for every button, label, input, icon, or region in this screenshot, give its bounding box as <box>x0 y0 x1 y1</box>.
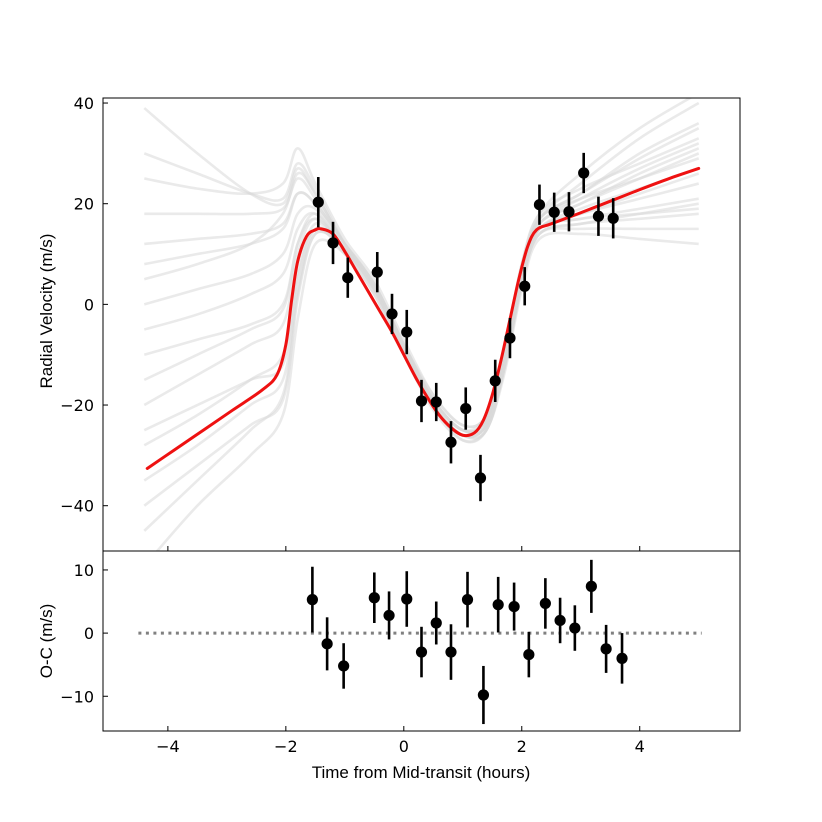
rv-data-point <box>312 196 324 208</box>
residual-x-tick-label: −2 <box>274 737 298 756</box>
rv-y-tick-label: 20 <box>74 195 94 214</box>
rv-panel: −40 −20 0 20 40 Radial Velocity (m/s) <box>37 94 741 552</box>
residual-data-points <box>306 559 628 725</box>
residual-data-point <box>569 622 581 634</box>
residual-axis-ticks: −10 0 10 −4 −2 0 2 4 <box>60 561 645 756</box>
residual-y-axis-label: O-C (m/s) <box>37 604 56 679</box>
residual-data-point <box>321 638 333 650</box>
rv-data-points <box>312 152 619 502</box>
rv-data-point <box>460 402 472 415</box>
residual-data-point <box>461 594 474 606</box>
rv-data-point <box>548 206 560 218</box>
best-fit-model <box>145 166 701 470</box>
residual-data-point <box>477 689 490 701</box>
rv-y-tick-label: −20 <box>60 396 94 415</box>
rv-axis-ticks: −40 −20 0 20 40 <box>60 94 641 551</box>
residual-data-point <box>585 580 597 592</box>
residual-data-point <box>430 617 442 629</box>
rv-y-tick-label: 40 <box>74 94 94 113</box>
residual-x-tick-label: −4 <box>156 737 180 756</box>
residual-data-point <box>492 599 504 611</box>
rv-data-point <box>504 332 516 344</box>
residual-data-point <box>539 597 551 610</box>
rv-data-point <box>415 395 428 407</box>
rv-data-point <box>607 212 619 224</box>
residual-data-point <box>616 652 628 664</box>
rv-data-point <box>401 326 413 338</box>
residual-data-point <box>338 660 350 672</box>
residual-y-tick-label: 0 <box>84 624 94 643</box>
residuals-plot-frame <box>102 550 741 732</box>
rv-y-tick-label: −40 <box>60 497 94 516</box>
residual-data-point <box>383 609 395 622</box>
rv-data-point <box>489 375 501 387</box>
rv-data-point <box>430 396 442 408</box>
x-axis-label: Time from Mid-transit (hours) <box>312 763 531 782</box>
posterior-draw-line <box>143 137 700 429</box>
residual-y-tick-label: −10 <box>60 687 94 706</box>
rv-data-point <box>445 436 457 448</box>
best-fit-line <box>145 166 701 470</box>
rv-y-axis-label: Radial Velocity (m/s) <box>37 234 56 389</box>
residuals-panel: −10 0 10 −4 −2 0 2 4 O-C (m/s) <box>37 550 741 756</box>
residual-x-tick-label: 0 <box>399 737 409 756</box>
residual-x-tick-label: 2 <box>517 737 527 756</box>
residual-data-point <box>368 592 380 604</box>
rv-data-point <box>474 472 487 484</box>
residual-y-tick-label: 10 <box>74 561 94 580</box>
residual-x-tick-label: 4 <box>635 737 645 756</box>
rv-data-point <box>342 272 354 284</box>
rv-data-point <box>519 280 531 292</box>
residual-data-point <box>600 643 612 655</box>
residual-data-point <box>508 600 520 613</box>
rv-data-point <box>327 237 339 249</box>
rv-data-point <box>386 308 398 320</box>
residual-data-point <box>415 646 428 658</box>
rv-data-point <box>592 210 605 222</box>
rv-data-point <box>533 199 546 211</box>
residual-data-point <box>445 646 457 658</box>
residual-data-point <box>401 593 413 605</box>
rv-data-point <box>371 266 383 278</box>
residual-data-point <box>523 648 535 661</box>
residual-data-point <box>306 594 318 606</box>
rv-data-point <box>578 167 590 179</box>
rv-data-point <box>563 206 575 218</box>
rv-y-tick-label: 0 <box>84 295 94 314</box>
residual-data-point <box>554 614 566 627</box>
